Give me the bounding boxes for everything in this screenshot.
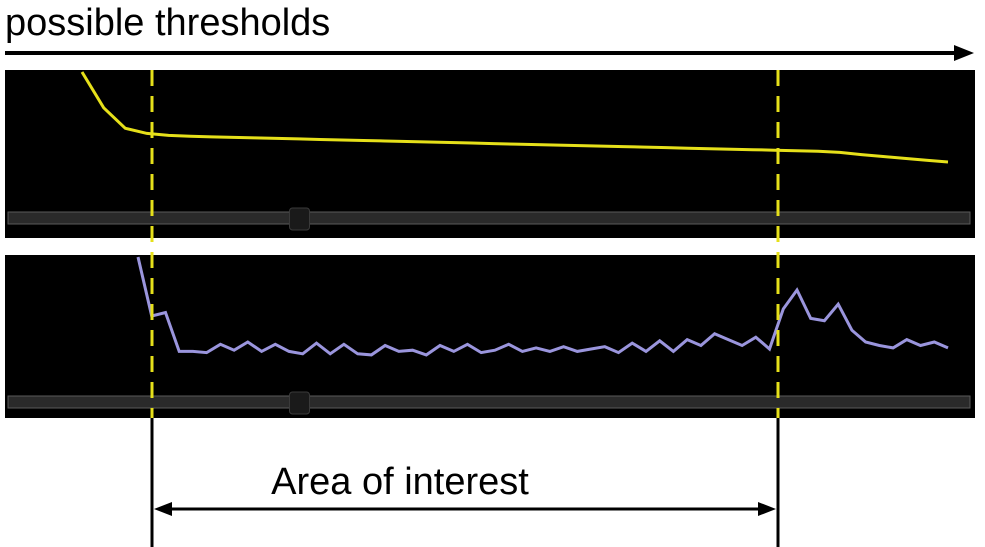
bottom-panel — [5, 255, 975, 418]
top-slider-track[interactable] — [7, 211, 971, 225]
area-arrow-head-right — [758, 502, 776, 516]
thresholds-arrow-head — [954, 45, 974, 61]
header-label: possible thresholds — [5, 2, 330, 44]
top-slider-handle[interactable] — [289, 207, 310, 231]
area-arrow-head-left — [154, 502, 172, 516]
area-of-interest-label: Area of interest — [271, 461, 529, 503]
top-curve-line — [80, 71, 949, 164]
bottom-slider-track[interactable] — [7, 395, 971, 409]
bottom-slider-handle[interactable] — [289, 391, 310, 415]
bottom-curve-line — [136, 256, 949, 357]
top-panel — [5, 70, 975, 238]
